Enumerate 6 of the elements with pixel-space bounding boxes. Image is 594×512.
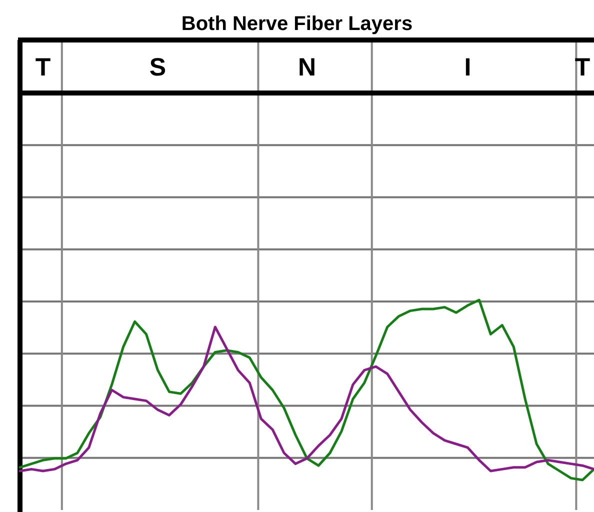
x-tick-label: T — [574, 54, 590, 82]
chart-title: Both Nerve Fiber Layers — [181, 13, 413, 35]
x-tick-label: S — [149, 54, 166, 82]
x-tick-label: N — [298, 54, 316, 82]
x-tick-label: T — [35, 54, 51, 82]
x-tick-label: I — [464, 54, 472, 82]
